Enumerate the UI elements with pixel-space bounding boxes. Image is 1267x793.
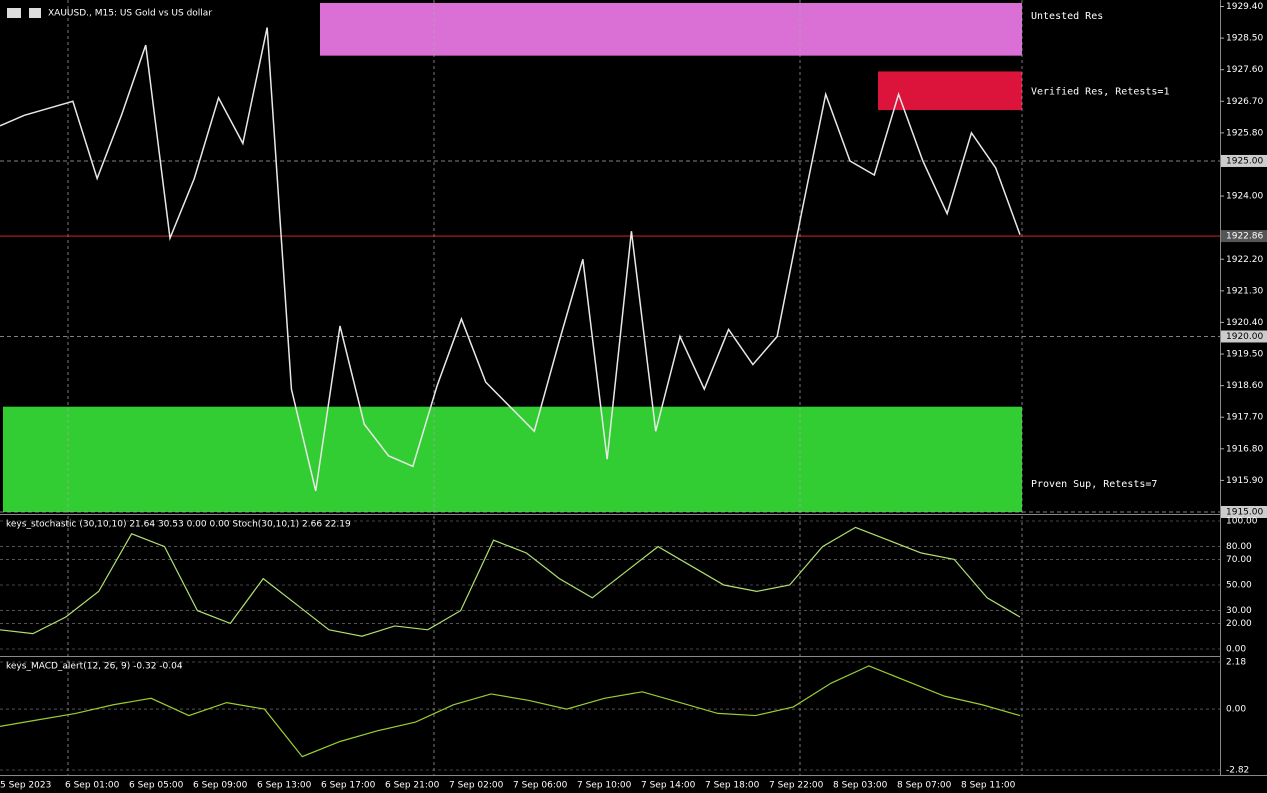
axis-border — [1220, 0, 1221, 775]
time-label: 6 Sep 05:00 — [129, 781, 184, 791]
zone-label: Untested Res — [1031, 11, 1103, 22]
time-label: 7 Sep 18:00 — [705, 781, 760, 791]
price-label: 1918.60 — [1226, 381, 1263, 391]
tick-label: 100.00 — [1226, 517, 1258, 527]
time-label: 8 Sep 07:00 — [897, 781, 952, 791]
tick-label: 20.00 — [1226, 619, 1252, 629]
zone — [320, 3, 1022, 56]
price-label: 1921.30 — [1226, 286, 1263, 296]
time-label: 7 Sep 02:00 — [449, 781, 504, 791]
price-label: 1920.40 — [1226, 318, 1263, 328]
level-tag — [1221, 154, 1267, 167]
time-label: 6 Sep 21:00 — [385, 781, 440, 791]
zone — [878, 71, 1022, 111]
panel-divider — [0, 656, 1220, 657]
time-label: 6 Sep 09:00 — [193, 781, 248, 791]
price-label: 1916.80 — [1226, 444, 1263, 454]
price-label: 1922.20 — [1226, 255, 1263, 265]
axis-border — [0, 775, 1267, 776]
price-label: 1929.40 — [1226, 2, 1263, 12]
zone-label: Proven Sup, Retests=7 — [1031, 479, 1157, 490]
price-label: 1915.90 — [1226, 476, 1263, 486]
tick-label: 2.18 — [1226, 658, 1246, 668]
tick-label: -2.82 — [1226, 766, 1249, 776]
price-label: 1919.50 — [1226, 350, 1263, 360]
time-label: 7 Sep 22:00 — [769, 781, 824, 791]
symbol-title: XAUUSD., M15: US Gold vs US dollar — [48, 9, 212, 19]
tick-label: 50.00 — [1226, 581, 1252, 591]
zone — [3, 406, 1022, 512]
time-label: 8 Sep 03:00 — [833, 781, 888, 791]
tick-label: 0.00 — [1226, 705, 1246, 715]
indicator-title: keys_stochastic (30,10,10) 21.64 30.53 0… — [6, 520, 351, 530]
level-tag — [1221, 506, 1267, 518]
time-label: 6 Sep 17:00 — [321, 781, 376, 791]
price-label: 1925.80 — [1226, 128, 1263, 138]
price-label: 1927.60 — [1226, 65, 1263, 75]
tick-label: 80.00 — [1226, 542, 1252, 552]
tick-label: 70.00 — [1226, 555, 1252, 565]
level-label: 1920.00 — [1226, 332, 1263, 342]
level-tag — [1221, 330, 1267, 343]
panel-divider — [0, 514, 1220, 515]
indicator-line — [0, 665, 1021, 758]
zone-label: Verified Res, Retests=1 — [1031, 86, 1169, 97]
time-label: 6 Sep 01:00 — [65, 781, 120, 791]
time-label: 7 Sep 10:00 — [577, 781, 632, 791]
level-label: 1925.00 — [1226, 156, 1263, 166]
price-label: 1917.70 — [1226, 413, 1263, 423]
price-label: 1926.70 — [1226, 97, 1263, 107]
level-label: 1922.86 — [1226, 232, 1263, 242]
indicator-title: keys_MACD_alert(12, 26, 9) -0.32 -0.04 — [6, 662, 183, 672]
price-line — [0, 27, 1021, 492]
time-label: 7 Sep 06:00 — [513, 781, 568, 791]
price-label: 1928.50 — [1226, 34, 1263, 44]
level-tag — [1221, 230, 1267, 243]
time-label: 6 Sep 13:00 — [257, 781, 312, 791]
price-label: 1924.00 — [1226, 192, 1263, 202]
symbol-icon[interactable] — [7, 8, 21, 18]
indicator-line — [0, 526, 1021, 637]
level-label: 1915.00 — [1226, 508, 1263, 518]
time-label: 7 Sep 14:00 — [641, 781, 696, 791]
window-icon[interactable] — [29, 8, 41, 18]
time-label: 5 Sep 2023 — [0, 781, 51, 791]
tick-label: 30.00 — [1226, 606, 1252, 616]
time-label: 8 Sep 11:00 — [961, 781, 1016, 791]
tick-label: 0.00 — [1226, 645, 1246, 655]
